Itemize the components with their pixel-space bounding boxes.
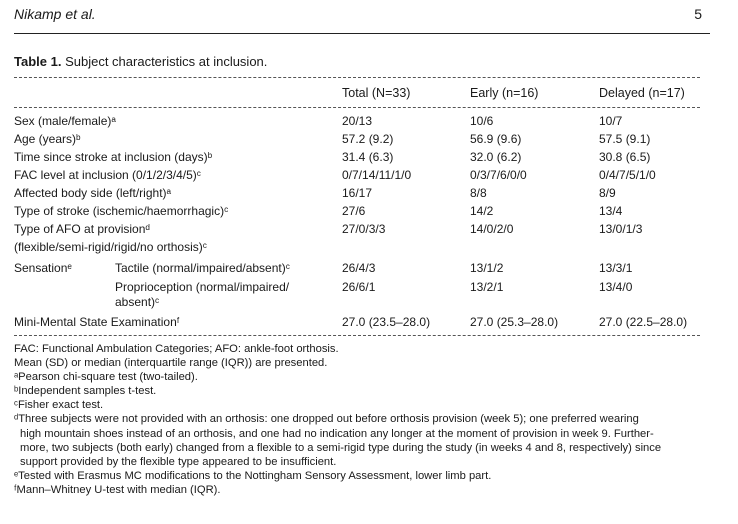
row-label: Type of AFO at provisionᵈ	[14, 222, 150, 236]
row-label: Affected body side (left/right)ᵃ	[14, 186, 171, 200]
footnote-continued: support provided by the flexible type ap…	[20, 455, 337, 468]
cell-total: 27/6	[342, 204, 366, 218]
table-label: Table 1.	[14, 54, 62, 69]
row-label: Mini-Mental State Examinationᶠ	[14, 315, 180, 329]
row-label: Age (years)ᵇ	[14, 132, 81, 146]
cell-delayed: 13/4/0	[599, 280, 633, 294]
cell-total: 20/13	[342, 114, 373, 128]
cell-total: 16/17	[342, 186, 373, 200]
footnote-continued: high mountain shoes instead of an orthos…	[20, 427, 654, 440]
row-label: Type of stroke (ischemic/haemorrhagic)ᶜ	[14, 204, 229, 218]
table-caption: Subject characteristics at inclusion.	[65, 54, 268, 69]
cell-early: 0/3/7/6/0/0	[470, 168, 527, 182]
row-sublabel: Tactile (normal/impaired/absent)ᶜ	[115, 261, 290, 275]
footnote: Mean (SD) or median (interquartile range…	[14, 357, 328, 370]
cell-delayed: 30.8 (6.5)	[599, 150, 651, 164]
column-header-early: Early (n=16)	[470, 86, 539, 100]
footnote: ᵃPearson chi-square test (two-tailed).	[14, 371, 198, 384]
footnote: ᶜFisher exact test.	[14, 399, 104, 412]
cell-delayed: 10/7	[599, 114, 623, 128]
row-sublabel-continued: absent)ᶜ	[115, 295, 160, 309]
row-label: Sex (male/female)ᵃ	[14, 114, 116, 128]
cell-early: 32.0 (6.2)	[470, 150, 522, 164]
row-label-continued: (flexible/semi-rigid/rigid/no orthosis)ᶜ	[14, 240, 207, 254]
footnote: ᵇIndependent samples t-test.	[14, 385, 157, 398]
table-bottom-rule	[14, 335, 700, 336]
cell-total: 0/7/14/11/1/0	[342, 168, 412, 182]
header-bottom-rule	[14, 107, 700, 108]
cell-total: 26/6/1	[342, 280, 376, 294]
running-author: Nikamp et al.	[14, 6, 96, 22]
cell-total: 26/4/3	[342, 261, 376, 275]
cell-delayed: 13/0/1/3	[599, 222, 643, 236]
row-label: Time since stroke at inclusion (days)ᵇ	[14, 150, 213, 164]
footnote: FAC: Functional Ambulation Categories; A…	[14, 343, 339, 355]
cell-delayed: 13/4	[599, 204, 623, 218]
cell-delayed: 0/4/7/5/1/0	[599, 168, 656, 182]
footnote: ᵈThree subjects were not provided with a…	[14, 413, 639, 426]
table-top-rule	[14, 77, 700, 78]
row-label: FAC level at inclusion (0/1/2/3/4/5)ᶜ	[14, 168, 202, 182]
cell-early: 27.0 (25.3–28.0)	[470, 315, 559, 329]
footnote: ᵉTested with Erasmus MC modifications to…	[14, 469, 492, 482]
cell-early: 10/6	[470, 114, 494, 128]
cell-early: 14/2	[470, 204, 494, 218]
cell-early: 14/0/2/0	[470, 222, 514, 236]
cell-early: 8/8	[470, 186, 487, 200]
column-header-total: Total (N=33)	[342, 86, 411, 100]
row-sublabel: Proprioception (normal/impaired/	[115, 280, 290, 294]
cell-total: 31.4 (6.3)	[342, 150, 394, 164]
cell-delayed: 27.0 (22.5–28.0)	[599, 315, 688, 329]
table-title: Table 1. Subject characteristics at incl…	[14, 54, 267, 69]
cell-delayed: 13/3/1	[599, 261, 633, 275]
footnote-continued: more, two subjects (both early) changed …	[20, 441, 662, 454]
cell-early: 56.9 (9.6)	[470, 132, 522, 146]
footnote: ᶠMann–Whitney U-test with median (IQR).	[14, 483, 221, 496]
cell-total: 57.2 (9.2)	[342, 132, 394, 146]
cell-delayed: 8/9	[599, 186, 616, 200]
row-label: Sensationᵉ	[14, 261, 72, 275]
cell-early: 13/1/2	[470, 261, 504, 275]
header-rule	[14, 33, 710, 34]
running-header: Nikamp et al. 5	[14, 6, 724, 26]
column-header-delayed: Delayed (n=17)	[599, 86, 685, 100]
cell-early: 13/2/1	[470, 280, 504, 294]
cell-total: 27.0 (23.5–28.0)	[342, 315, 431, 329]
cell-delayed: 57.5 (9.1)	[599, 132, 651, 146]
page-number: 5	[694, 6, 702, 22]
cell-total: 27/0/3/3	[342, 222, 386, 236]
table-footnotes: FAC: Functional Ambulation Categories; A…	[14, 342, 726, 497]
